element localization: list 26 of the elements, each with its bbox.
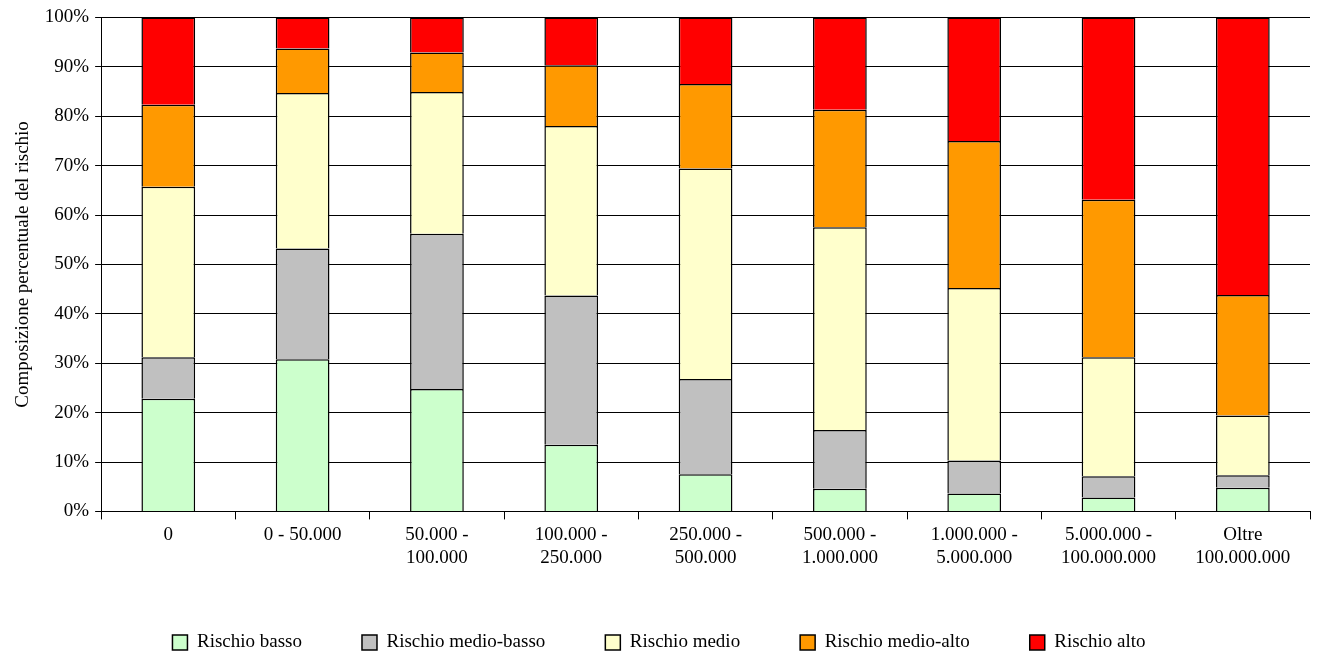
x-tick-label: 0 (163, 522, 174, 544)
x-tick-label: 0 - 50.000 (263, 522, 342, 544)
y-tick-label: 20% (54, 400, 90, 422)
y-tick-label: 100% (44, 5, 90, 27)
y-tick-label: 70% (54, 153, 90, 175)
y-tick-label: 40% (54, 301, 90, 323)
legend-label: Rischio medio (629, 630, 741, 652)
y-tick-label: 50% (54, 252, 90, 274)
y-tick-label: 10% (54, 449, 90, 471)
x-tick-label: 100.000 - 250.000 (534, 522, 608, 567)
y-tick-label: 80% (54, 104, 90, 126)
y-tick-label: 0% (63, 499, 90, 521)
x-tick-label: 500.000 - 1.000.000 (801, 522, 878, 567)
legend-label: Rischio alto (1054, 630, 1146, 652)
x-tick-label: 1.000.000 - 5.000.000 (930, 522, 1018, 567)
legend-label: Rischio basso (196, 630, 302, 652)
y-tick-label: 30% (54, 351, 90, 373)
y-axis-title: Composizione percentuale del rischio (11, 121, 33, 408)
y-tick-label: 60% (54, 202, 90, 224)
x-tick-label: 50.000 - 100.000 (405, 522, 469, 567)
x-tick-label: Oltre 100.000.000 (1195, 522, 1291, 567)
legend-label: Rischio medio-alto (824, 630, 970, 652)
y-tick-label: 90% (54, 54, 90, 76)
x-tick-label: 250.000 - 500.000 (669, 522, 742, 567)
legend-label: Rischio medio-basso (386, 630, 546, 652)
x-tick-label: 5.000.000 - 100.000.000 (1061, 522, 1157, 567)
